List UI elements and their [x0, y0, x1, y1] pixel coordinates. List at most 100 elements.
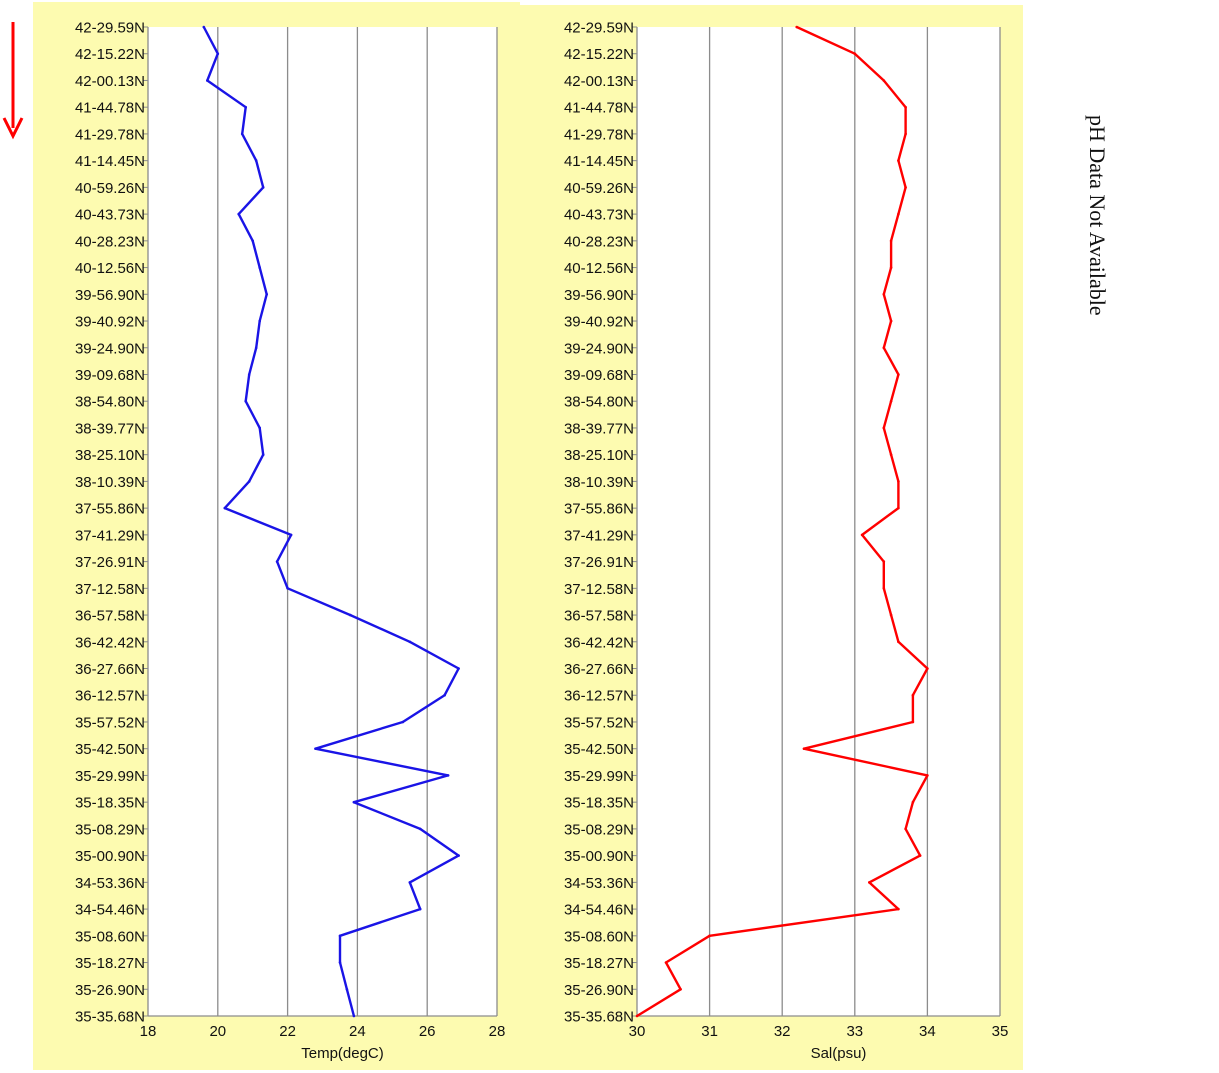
data-point: [258, 266, 262, 269]
data-point: [882, 79, 886, 82]
data-point: [904, 827, 907, 831]
data-point: [352, 1014, 356, 1018]
data-point: [897, 506, 900, 510]
x-tick-label: 31: [701, 1023, 718, 1040]
data-point: [897, 907, 900, 911]
y-tick-label: 35-26.90N: [75, 982, 145, 999]
data-point: [882, 346, 886, 350]
data-point: [635, 1014, 639, 1018]
y-tick-label: 40-59.26N: [75, 180, 145, 197]
y-tick-label: 35-35.68N: [564, 1009, 634, 1026]
data-point: [289, 533, 293, 537]
y-tick-label: 35-29.99N: [564, 768, 634, 785]
y-tick-label: 35-08.60N: [564, 928, 634, 945]
y-tick-label: 42-15.22N: [75, 46, 145, 63]
y-tick-label: 40-28.23N: [75, 233, 145, 250]
y-tick-label: 36-57.58N: [75, 608, 145, 625]
y-tick-label: 35-18.35N: [75, 795, 145, 812]
y-tick-label: 42-15.22N: [564, 46, 634, 63]
y-tick-label: 38-25.10N: [75, 447, 145, 464]
data-point: [352, 800, 356, 804]
y-tick-label: 42-29.59N: [564, 20, 634, 37]
data-point: [664, 961, 668, 964]
data-point: [286, 587, 289, 590]
y-tick-label: 36-27.66N: [75, 661, 145, 678]
x-axis-title: Sal(psu): [811, 1045, 867, 1062]
y-tick-label: 36-27.66N: [564, 661, 634, 678]
data-point: [904, 186, 907, 189]
data-point: [244, 399, 247, 403]
data-point: [314, 747, 317, 750]
y-tick-label: 40-43.73N: [75, 207, 145, 224]
y-tick-label: 36-42.42N: [75, 634, 145, 651]
y-tick-label: 35-35.68N: [75, 1009, 145, 1026]
data-point: [882, 587, 886, 590]
arrow-head: [2, 117, 24, 140]
data-point: [889, 239, 893, 243]
x-axis-title: Temp(degC): [301, 1045, 384, 1062]
plot-area: [637, 27, 1000, 1016]
x-tick-label: 22: [279, 1023, 296, 1040]
data-point: [708, 934, 711, 938]
data-point: [408, 881, 412, 884]
y-tick-label: 41-44.78N: [75, 100, 145, 117]
ph-unavailable-label: pH Data Not Available: [1085, 115, 1110, 316]
y-tick-label: 35-18.35N: [564, 795, 634, 812]
data-point: [904, 105, 907, 109]
data-point: [247, 480, 251, 483]
data-point: [244, 105, 247, 109]
x-tick-label: 30: [629, 1023, 646, 1040]
y-tick-label: 39-24.90N: [75, 340, 145, 357]
y-tick-label: 39-09.68N: [564, 367, 634, 384]
x-tick-label: 34: [919, 1023, 936, 1040]
y-tick-label: 37-26.91N: [564, 554, 634, 571]
y-tick-label: 35-42.50N: [564, 741, 634, 758]
data-point: [679, 988, 682, 991]
y-tick-label: 41-29.78N: [564, 126, 634, 143]
y-tick-label: 35-08.29N: [564, 821, 634, 838]
data-point: [418, 907, 422, 911]
y-tick-label: 39-40.92N: [75, 314, 145, 331]
data-point: [889, 453, 893, 457]
y-tick-label: 38-10.39N: [564, 474, 634, 491]
data-point: [860, 533, 864, 537]
data-point: [926, 667, 929, 670]
data-point: [853, 52, 857, 55]
y-tick-label: 36-57.58N: [564, 608, 634, 625]
y-tick-label: 34-54.46N: [564, 902, 634, 919]
y-tick-label: 41-44.78N: [564, 100, 634, 117]
y-tick-label: 35-29.99N: [75, 768, 145, 785]
data-point: [882, 293, 886, 296]
x-tick-label: 26: [419, 1023, 436, 1040]
data-point: [889, 266, 893, 269]
data-point: [457, 667, 460, 670]
data-point: [868, 881, 871, 884]
x-tick-label: 33: [846, 1023, 863, 1040]
data-point: [882, 560, 886, 563]
y-tick-label: 35-08.29N: [75, 821, 145, 838]
data-point: [338, 934, 342, 938]
y-tick-label: 41-14.45N: [564, 153, 634, 170]
y-tick-label: 40-12.56N: [564, 260, 634, 277]
y-tick-label: 38-25.10N: [564, 447, 634, 464]
y-tick-label: 36-12.57N: [75, 688, 145, 705]
y-tick-label: 39-40.92N: [564, 314, 634, 331]
y-tick-label: 40-59.26N: [564, 180, 634, 197]
data-point: [275, 560, 279, 563]
data-point: [258, 426, 262, 430]
y-tick-label: 35-57.52N: [564, 714, 634, 731]
data-point: [202, 25, 206, 29]
data-point: [206, 79, 209, 82]
y-tick-label: 34-54.46N: [75, 902, 145, 919]
data-point: [911, 693, 915, 697]
x-tick-label: 32: [774, 1023, 791, 1040]
y-tick-label: 37-55.86N: [75, 501, 145, 518]
y-tick-label: 42-29.59N: [75, 20, 145, 37]
data-point: [897, 480, 900, 483]
data-point: [889, 399, 893, 403]
y-tick-label: 39-24.90N: [564, 340, 634, 357]
data-point: [254, 159, 258, 162]
y-tick-label: 38-39.77N: [564, 420, 634, 437]
data-point: [401, 720, 405, 724]
